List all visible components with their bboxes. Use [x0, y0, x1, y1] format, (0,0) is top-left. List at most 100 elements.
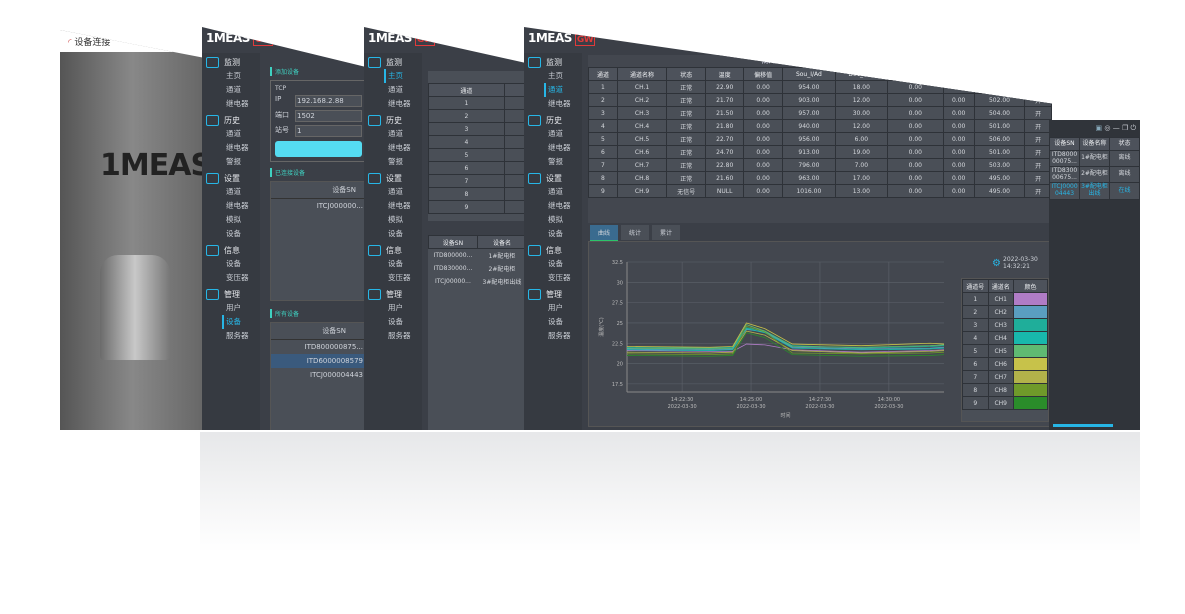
sidebar-item[interactable]: 设备: [548, 229, 563, 238]
legend-color[interactable]: [1013, 370, 1048, 384]
sidebar-item[interactable]: 设备: [226, 229, 241, 238]
sidebar-item[interactable]: 模拟: [388, 215, 403, 224]
sidebar-item[interactable]: 用户: [388, 303, 403, 312]
sidebar-group-4[interactable]: 管理: [202, 287, 260, 301]
sidebar-item[interactable]: 警报: [548, 157, 563, 166]
table-row[interactable]: 5: [428, 148, 527, 162]
table-row[interactable]: 1 CH.1 正常 22.90 0.00 954.00 18.00 0.00 0.00 499.0…: [588, 80, 1052, 94]
sidebar-group-3[interactable]: 信息: [524, 243, 582, 257]
device-row[interactable]: ITD800000875...: [304, 343, 364, 351]
sidebar-item[interactable]: 通道: [388, 129, 403, 138]
sidebar-item[interactable]: 用户: [548, 303, 563, 312]
sidebar-item[interactable]: 设备: [388, 317, 403, 326]
sidebar-group-1[interactable]: 历史: [364, 113, 422, 127]
sidebar-group-3[interactable]: 信息: [202, 243, 260, 257]
save-icon[interactable]: ▣: [1095, 124, 1103, 132]
sidebar-group-0[interactable]: 监测: [202, 55, 260, 69]
sidebar-item[interactable]: 服务器: [388, 331, 411, 340]
table-row[interactable]: 2 CH.2 正常 21.70 0.00 903.00 12.00 0.00 0.00 502.0…: [588, 93, 1052, 107]
ip-field[interactable]: 192.168.2.88: [295, 95, 362, 107]
sidebar-item[interactable]: 继电器: [548, 99, 571, 108]
sidebar-item[interactable]: 变压器: [548, 273, 571, 282]
sidebar-group-3[interactable]: 信息: [364, 243, 422, 257]
sidebar-item[interactable]: 设备: [548, 259, 563, 268]
tab-0[interactable]: 曲线: [590, 225, 619, 241]
port-field[interactable]: 1502: [295, 110, 362, 122]
legend-row[interactable]: 2 CH2: [962, 305, 1048, 319]
sidebar-item[interactable]: 通道: [544, 83, 582, 97]
table-row[interactable]: 1: [428, 96, 527, 110]
sidebar-group-2[interactable]: 设置: [202, 171, 260, 185]
legend-color[interactable]: [1013, 292, 1048, 306]
legend-row[interactable]: 8 CH8: [962, 383, 1048, 397]
power-icon[interactable]: ⏻: [1130, 124, 1136, 132]
table-row[interactable]: ITD800000075... 1#配电柜 离线: [1049, 149, 1140, 168]
table-row[interactable]: 3 CH.3 正常 21.50 0.00 957.00 30.00 0.00 0.00 504.0…: [588, 106, 1052, 120]
legend-row[interactable]: 4 CH4: [962, 331, 1048, 345]
sidebar-item[interactable]: 通道: [388, 85, 403, 94]
sidebar-item[interactable]: 通道: [388, 187, 403, 196]
sidebar-item[interactable]: 设备: [226, 259, 241, 268]
settings-icon[interactable]: ◎: [1104, 124, 1111, 132]
station-field[interactable]: 1: [295, 125, 362, 137]
sidebar-group-0[interactable]: 监测: [524, 55, 582, 69]
sidebar-item[interactable]: 变压器: [226, 273, 249, 282]
sidebar-item[interactable]: 变压器: [388, 273, 411, 282]
legend-row[interactable]: 1 CH1: [962, 292, 1048, 306]
table-row[interactable]: 6 CH.6 正常 24.70 0.00 913.00 19.00 0.00 0.00 501.0…: [588, 145, 1052, 159]
table-row[interactable]: 3: [428, 122, 527, 136]
sidebar-group-4[interactable]: 管理: [524, 287, 582, 301]
legend-row[interactable]: 9 CH9: [962, 396, 1048, 410]
table-row[interactable]: ITD830000... 2#配电柜: [429, 262, 527, 275]
sidebar-item[interactable]: 通道: [226, 129, 241, 138]
scrollbar[interactable]: [1053, 424, 1113, 427]
sidebar-item[interactable]: 警报: [388, 157, 403, 166]
sidebar-item[interactable]: 通道: [548, 129, 563, 138]
table-row[interactable]: ITD800000... 1#配电柜: [429, 249, 527, 262]
legend-row[interactable]: 3 CH3: [962, 318, 1048, 332]
sidebar-item[interactable]: 继电器: [388, 143, 411, 152]
sidebar-item[interactable]: 服务器: [226, 331, 249, 340]
device-row[interactable]: ITCJ000000...: [316, 202, 363, 210]
sidebar-item[interactable]: 设备: [548, 317, 563, 326]
sidebar-item[interactable]: 继电器: [388, 201, 411, 210]
table-row[interactable]: 7: [428, 174, 527, 188]
sidebar-group-2[interactable]: 设置: [364, 171, 422, 185]
table-row[interactable]: 9 CH.9 无信号 NULL 0.00 1016.00 13.00 0.00 0.00 495.…: [588, 184, 1052, 198]
sidebar-item[interactable]: 继电器: [548, 143, 571, 152]
sidebar-group-2[interactable]: 设置: [524, 171, 582, 185]
table-row[interactable]: ITCJ00000... 3#配电柜出线: [429, 275, 527, 288]
table-row[interactable]: ITCJ000004443 3#配电柜出线 在线: [1049, 182, 1140, 200]
table-row[interactable]: ITD830000675... 2#配电柜 离线: [1049, 166, 1140, 184]
legend-row[interactable]: 7 CH7: [962, 370, 1048, 384]
device-row-selected[interactable]: ITD6000008579: [271, 354, 366, 368]
sidebar-item[interactable]: 继电器: [388, 99, 411, 108]
legend-color[interactable]: [1013, 305, 1048, 319]
maximize-icon[interactable]: ❐: [1121, 124, 1129, 132]
sidebar-item[interactable]: 模拟: [226, 215, 241, 224]
legend-color[interactable]: [1013, 344, 1048, 358]
sidebar-item[interactable]: 继电器: [548, 201, 571, 210]
sidebar-group-1[interactable]: 历史: [524, 113, 582, 127]
sidebar-item[interactable]: 设备: [388, 259, 403, 268]
table-row[interactable]: 5 CH.5 正常 22.70 0.00 956.00 6.00 0.00 0.00 506.00…: [588, 132, 1052, 146]
legend-row[interactable]: 5 CH5: [962, 344, 1048, 358]
sidebar-group-1[interactable]: 历史: [202, 113, 260, 127]
sidebar-item[interactable]: 主页: [226, 71, 241, 80]
sidebar-item[interactable]: 主页: [384, 69, 422, 83]
sidebar-item[interactable]: 继电器: [226, 99, 249, 108]
sidebar-item[interactable]: 设备: [222, 315, 260, 329]
tab-2[interactable]: 累计: [652, 225, 681, 240]
sidebar-item[interactable]: 继电器: [226, 143, 249, 152]
connect-button[interactable]: [275, 141, 362, 157]
sidebar-item[interactable]: 通道: [226, 85, 241, 94]
table-row[interactable]: 4 CH.4 正常 21.80 0.00 940.00 12.00 0.00 0.00 501.0…: [588, 119, 1052, 133]
table-row[interactable]: 9: [428, 200, 527, 214]
sidebar-group-4[interactable]: 管理: [364, 287, 422, 301]
table-row[interactable]: 8 CH.8 正常 21.60 0.00 963.00 17.00 0.00 0.00 495.0…: [588, 171, 1052, 185]
sidebar-item[interactable]: 模拟: [548, 215, 563, 224]
legend-color[interactable]: [1013, 318, 1048, 332]
table-row[interactable]: 6: [428, 161, 527, 175]
sidebar-item[interactable]: 设备: [388, 229, 403, 238]
sidebar-group-0[interactable]: 监测: [364, 55, 422, 69]
